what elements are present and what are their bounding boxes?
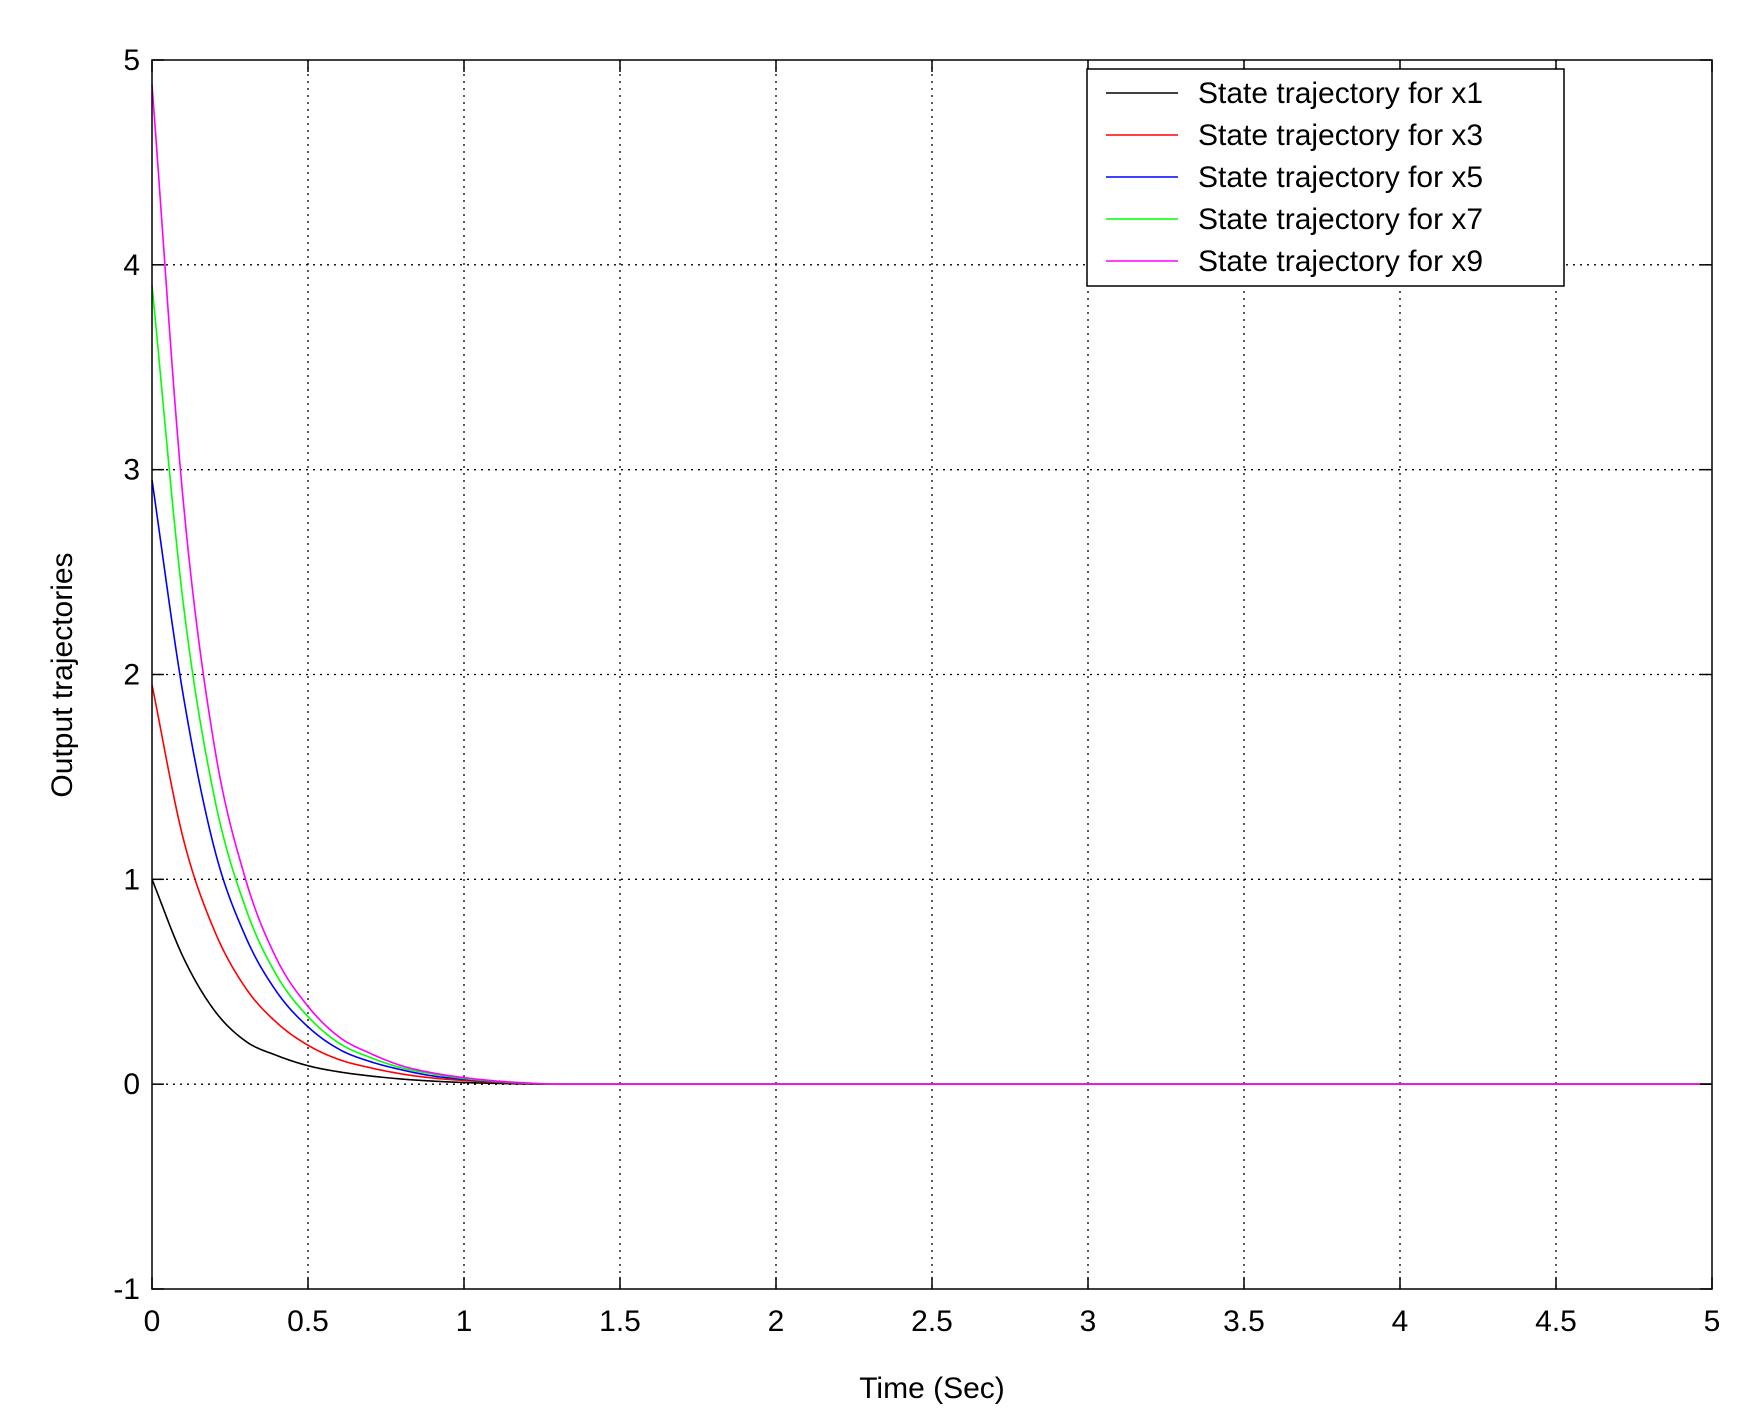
x-tick-label: 1.5 (599, 1305, 641, 1338)
y-tick-label: 3 (123, 454, 140, 487)
x-tick-label: 1 (456, 1305, 473, 1338)
x-axis-label: Time (Sec) (859, 1372, 1005, 1405)
y-tick-label: 2 (123, 659, 140, 692)
x-tick-label: 3 (1080, 1305, 1097, 1338)
y-tick-label: 5 (123, 44, 140, 77)
x-tick-label: 5 (1704, 1305, 1721, 1338)
x-tick-label: 0.5 (287, 1305, 329, 1338)
legend-items: State trajectory for x1 State trajectory … (1106, 77, 1483, 278)
x-tick-label: 2.5 (911, 1305, 953, 1338)
legend-label-4: State trajectory for x7 (1198, 203, 1483, 236)
y-tick-label: -1 (113, 1273, 140, 1306)
y-tick-label: 1 (123, 863, 140, 896)
ticks (151, 59, 1713, 1290)
legend: State trajectory for x1 State trajectory … (1086, 68, 1565, 287)
x-tick-label: 3.5 (1223, 1305, 1265, 1338)
x-tick-label: 4.5 (1535, 1305, 1577, 1338)
x-tick-label: 2 (768, 1305, 785, 1338)
legend-label-2: State trajectory for x3 (1198, 119, 1483, 152)
series-lines (151, 84, 1712, 1085)
y-axis-label: Output trajectories (46, 552, 79, 797)
y-tick-label: 0 (123, 1068, 140, 1101)
legend-label-3: State trajectory for x5 (1198, 161, 1483, 194)
x-tick-label: 4 (1392, 1305, 1409, 1338)
series-line-5 (151, 84, 1712, 1085)
y-tick-label: 4 (123, 249, 140, 282)
x-tick-label: 0 (144, 1305, 161, 1338)
legend-label-5: State trajectory for x9 (1198, 245, 1483, 278)
legend-label-1: State trajectory for x1 (1198, 77, 1483, 110)
